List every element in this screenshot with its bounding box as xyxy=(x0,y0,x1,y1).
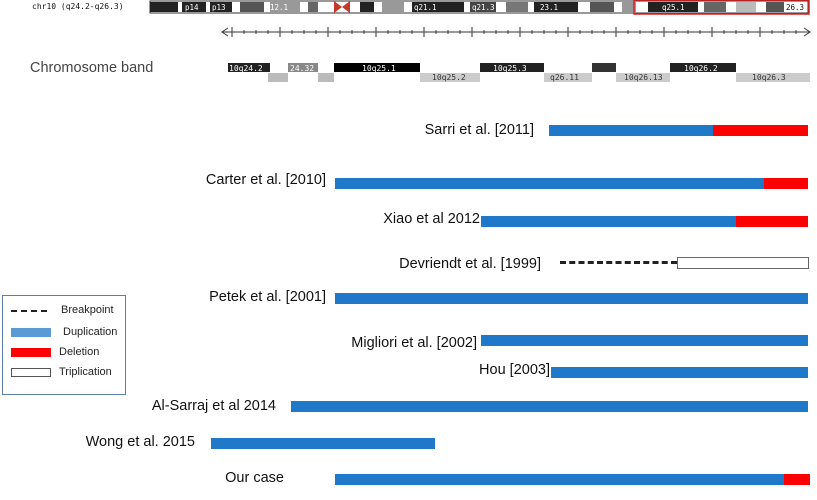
study-label: Carter et al. [2010] xyxy=(205,172,326,188)
band-label: 10q24.2 xyxy=(229,64,263,73)
breakpoint-segment xyxy=(560,261,677,264)
duplication-segment xyxy=(211,438,435,449)
band-label: p14 xyxy=(185,3,199,12)
band-label: 10q26.13 xyxy=(624,73,663,82)
band-label: q25.1 xyxy=(662,3,685,12)
chromosome-ideogram: chr10 (q24.2-q26.3) p14 p13 12.1 q21.1 q… xyxy=(32,0,810,15)
band-label: 10q25.2 xyxy=(432,73,466,82)
study-label: Our case xyxy=(225,470,284,486)
duplication-segment xyxy=(549,125,713,136)
triplication-segment xyxy=(677,257,809,269)
chromosome-label: chr10 (q24.2-q26.3) xyxy=(32,2,124,11)
position-ruler xyxy=(221,27,811,37)
deletion-segment xyxy=(736,216,808,227)
band-label: 24.32 xyxy=(290,64,314,73)
selected-region-box xyxy=(633,0,810,15)
duplication-segment xyxy=(335,178,764,189)
legend-label: Duplication xyxy=(63,326,118,338)
band-label: 10q25.1 xyxy=(362,64,396,73)
legend-label: Breakpoint xyxy=(61,304,114,316)
study-label: Wong et al. 2015 xyxy=(85,434,195,450)
study-label: Migliori et al. [2002] xyxy=(351,335,477,351)
band-label: q26.11 xyxy=(550,73,579,82)
study-label: Devriendt et al. [1999] xyxy=(399,256,541,272)
band-label: 26.3 xyxy=(786,3,804,12)
band-label: 10q25.3 xyxy=(493,64,527,73)
duplication-segment xyxy=(481,335,808,346)
band-label: 23.1 xyxy=(540,3,558,12)
duplication-segment xyxy=(335,474,784,485)
deletion-segment xyxy=(784,474,810,485)
band-track-title: Chromosome band xyxy=(30,60,154,76)
study-label: Xiao et al 2012 xyxy=(383,211,480,227)
duplication-swatch xyxy=(11,328,51,337)
deletion-segment xyxy=(713,125,808,136)
deletion-segment xyxy=(764,178,808,189)
band-label: 10q26.2 xyxy=(684,64,718,73)
duplication-segment xyxy=(291,401,808,412)
legend-label: Triplication xyxy=(59,366,112,378)
study-label: Petek et al. [2001] xyxy=(209,289,326,305)
deletion-swatch xyxy=(11,348,51,357)
band-label: 10q26.3 xyxy=(752,73,786,82)
triplication-swatch xyxy=(11,368,51,377)
breakpoint-swatch xyxy=(11,310,47,312)
study-label: Hou [2003] xyxy=(479,362,550,378)
legend-label: Deletion xyxy=(59,346,100,358)
duplication-segment xyxy=(551,367,808,378)
band-track: 10q24.2 24.32 10q25.1 10q25.3 10q26.2 10… xyxy=(228,63,810,82)
band-label: p13 xyxy=(212,3,226,12)
study-label: Sarri et al. [2011] xyxy=(424,122,534,138)
band-label: 12.1 xyxy=(270,3,288,12)
duplication-segment xyxy=(335,293,808,304)
band-label: q21.1 xyxy=(414,3,437,12)
study-label: Al-Sarraj et al 2014 xyxy=(151,398,276,414)
ideogram-body xyxy=(149,0,810,15)
band-label: q21.3 xyxy=(472,3,495,12)
duplication-segment xyxy=(481,216,736,227)
legend: Breakpoint Duplication Deletion Triplica… xyxy=(2,295,126,395)
